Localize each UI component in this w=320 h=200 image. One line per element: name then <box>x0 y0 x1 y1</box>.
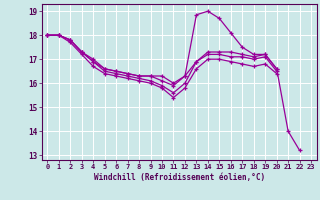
X-axis label: Windchill (Refroidissement éolien,°C): Windchill (Refroidissement éolien,°C) <box>94 173 265 182</box>
